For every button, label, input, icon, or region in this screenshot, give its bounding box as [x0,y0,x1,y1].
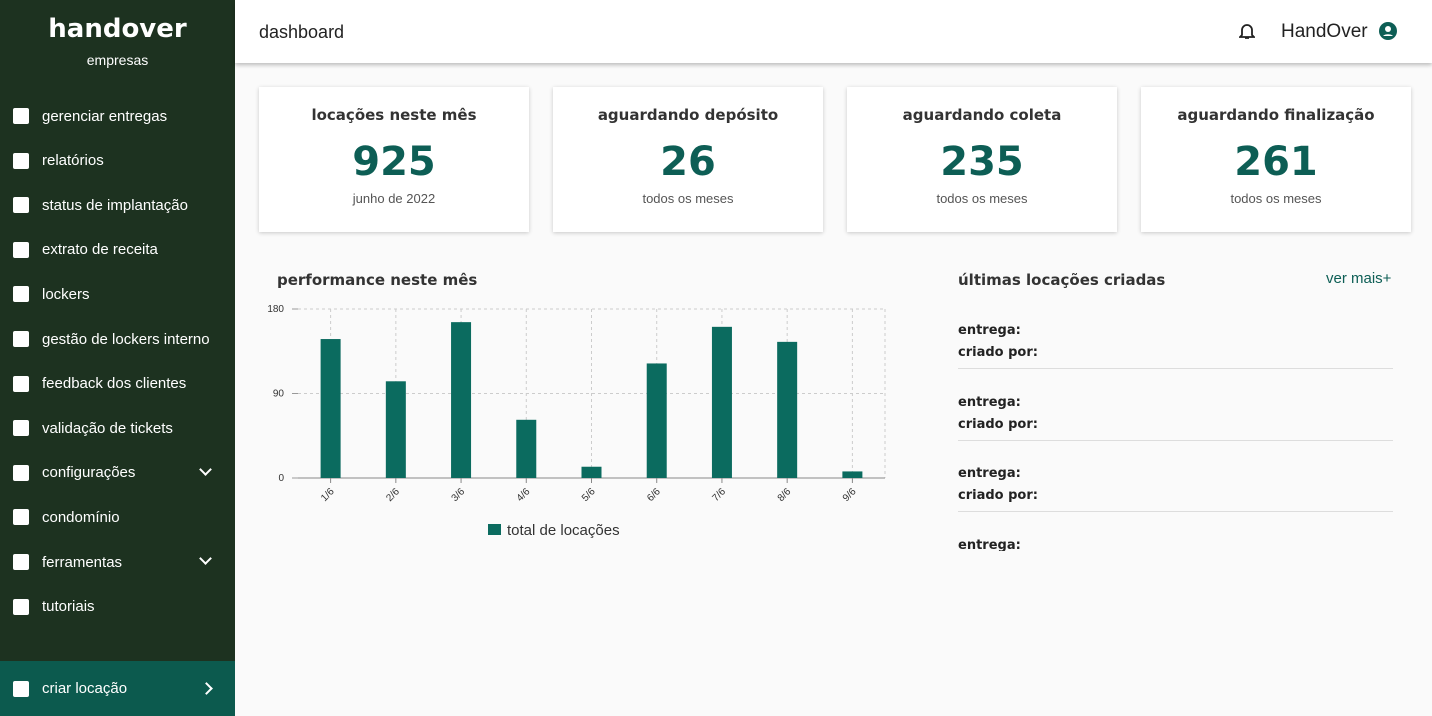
legend-swatch [488,524,501,535]
bell-icon[interactable] [1239,22,1255,40]
card-title: aguardando finalização [1177,106,1375,124]
brand-subtitle: empresas [86,52,149,68]
bar [516,419,537,478]
nav-label: relatórios [42,152,104,170]
nav-label: tutoriais [42,598,95,616]
stat-card: locações neste mês 925 junho de 2022 [259,87,529,232]
bar [711,326,732,478]
icon [13,509,29,526]
icon [13,554,29,570]
chevron [199,552,212,565]
bar [842,471,863,478]
create-label: criar locação [42,680,128,697]
see-more[interactable]: ver mais+ [1326,270,1392,287]
nav-item[interactable]: lockers [0,272,235,316]
card-value: 26 [660,139,716,185]
bar [385,381,406,478]
icon [13,286,29,303]
card-value: 235 [940,139,1024,185]
icon [13,464,29,481]
nav-label: validação de tickets [42,419,173,437]
nav-label: condomínio [42,508,120,526]
icon [13,197,29,214]
user-name[interactable]: HandOver [1281,21,1368,42]
nav-item[interactable]: gerenciar entregas [0,94,235,138]
delivery-label: entrega: [958,537,1021,552]
nav-label: configurações [42,464,136,482]
nav-item[interactable]: relatórios [0,139,235,183]
icon [13,331,29,347]
icon [13,241,29,258]
card-value: 925 [352,139,436,185]
creator-label: criado por: [958,488,1038,503]
create-button[interactable]: criar locação [0,661,235,716]
recent-title: últimas locações criadas [958,271,1166,289]
nav-item[interactable]: configurações [0,451,235,495]
icon [13,420,29,437]
nav-item[interactable]: ferramentas [0,540,235,584]
icon [13,108,29,124]
nav-label: ferramentas [42,553,123,571]
bar [581,466,602,478]
stat-card: aguardando depósito 26 todos os meses [553,87,823,232]
nav-label: gestão de lockers interno [42,330,210,348]
bar [320,339,341,478]
nav-label: extrato de receita [42,241,158,259]
brand-name: handover [48,14,187,44]
nav-item[interactable]: validação de tickets [0,406,235,450]
icon [13,152,29,169]
card-subtitle: todos os meses [1230,191,1322,206]
creator-label: criado por: [958,345,1038,360]
sidebar: handover empresas gerenciar entregas rela… [0,0,235,716]
nav-item[interactable]: condomínio [0,495,235,539]
creator-label: criado por: [958,416,1038,432]
recent-item: entrega: criado por: [958,297,1393,369]
chart-title: performance neste mês [277,271,478,289]
recent-item: entrega: criado por: [958,440,1393,512]
icon [13,598,29,615]
card-subtitle: todos os meses [936,191,1028,206]
delivery-label: entrega: [958,466,1021,481]
card-title: locações neste mês [311,106,477,124]
legend-label: total de locações [507,522,620,539]
chevron [200,682,213,695]
recent-item: entrega: criado por: [958,369,1393,441]
user-icon[interactable] [1379,22,1397,40]
y-tick-label: 0 [278,473,284,484]
icon [13,375,29,392]
recent-list: entrega: criado por: entrega: criado por: en… [958,297,1393,552]
header: dashboard HandOver [235,0,1432,63]
nav-item[interactable]: extrato de receita [0,228,235,272]
y-tick-label: 90 [273,389,285,400]
nav-item[interactable]: gestão de lockers interno [0,317,235,361]
bar [777,341,798,478]
y-tick-label: 180 [267,304,284,315]
nav-label: lockers [42,285,90,303]
delivery-label: entrega: [958,394,1021,410]
icon [13,680,29,697]
nav-item[interactable]: status de implantação [0,183,235,227]
bar [451,322,472,478]
recent-item: entrega:criado por: [958,512,1393,552]
nav-label: gerenciar entregas [42,107,168,125]
nav-item[interactable]: feedback dos clientes [0,362,235,406]
card-subtitle: todos os meses [642,191,734,206]
nav-label: status de implantação [42,196,188,214]
stat-card: aguardando finalização 261 todos os meses [1141,87,1411,232]
card-title: aguardando depósito [597,106,779,124]
page-title: dashboard [259,22,345,42]
delivery-label: entrega: [958,323,1021,338]
bar [646,363,667,478]
card-subtitle: junho de 2022 [352,191,436,206]
stat-card: aguardando coleta 235 todos os meses [847,87,1117,232]
card-value: 261 [1234,139,1318,185]
card-title: aguardando coleta [902,106,1062,124]
nav-label: feedback dos clientes [42,375,187,393]
nav-item[interactable]: tutoriais [0,585,235,629]
